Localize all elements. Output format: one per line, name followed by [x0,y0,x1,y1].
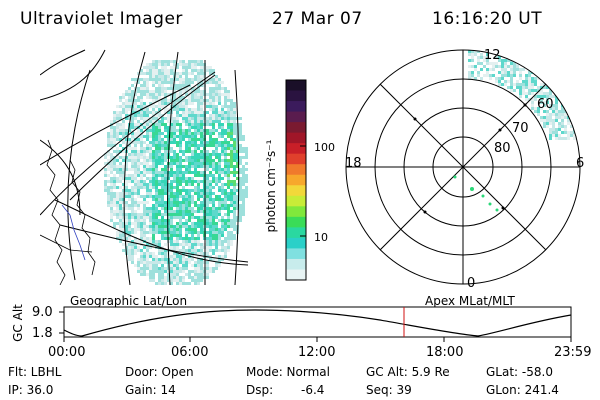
info-door: Door: Open [125,365,194,379]
info-filter: Flt: LBHL [8,365,62,379]
mlt-label-18: 18 [345,156,362,171]
mlt-label-0: 0 [467,276,476,291]
info-dsp-value: -6.4 [301,383,325,397]
info-ip: IP: 36.0 [8,383,54,397]
info-glon: GLon: 241.4 [486,383,559,397]
polar-emission-pixels [468,50,579,140]
mlat-label-80: 80 [494,141,511,156]
mlt-label-6: 6 [576,156,585,171]
info-dsp-label: Dsp: [246,383,274,397]
mlt-label-12: 12 [484,48,501,63]
strip-y-tick-1-8: 1.8 [32,326,53,341]
colorbar-tick-10: 10 [314,231,328,244]
strip-x-tick-1200: 12:00 [298,345,336,360]
info-seq: Seq: 39 [366,383,412,397]
colorbar-tick-100: 100 [314,141,335,154]
mlat-label-60: 60 [537,97,554,112]
strip-x-tick-1800: 18:00 [426,345,464,360]
instrument-title: Ultraviolet Imager [20,9,183,29]
info-glat: GLat: -58.0 [486,365,553,379]
date-label: 27 Mar 07 [272,9,363,29]
time-label: 16:16:20 UT [432,9,543,29]
info-mode: Mode: Normal [246,365,330,379]
coastline [40,139,96,285]
station-dots [453,175,499,212]
strip-x-tick-2359: 23:59 [554,345,592,360]
grid-tick-dots [413,103,527,214]
coastline-blue [61,204,86,261]
polar-map-label: Apex MLat/MLT [425,294,515,308]
info-gc-alt: GC Alt: 5.9 Re [366,365,450,379]
lat-lon-grid [40,49,249,285]
mlat-label-70: 70 [512,121,529,136]
info-gain: Gain: 14 [125,383,176,397]
geographic-map-label: Geographic Lat/Lon [70,294,188,308]
strip-axis-label: GC Alt [11,304,25,342]
strip-y-tick-9: 9.0 [32,305,53,320]
x-ticks [59,311,572,342]
strip-x-tick-0600: 06:00 [171,345,209,360]
strip-x-tick-0000: 00:00 [48,345,86,360]
